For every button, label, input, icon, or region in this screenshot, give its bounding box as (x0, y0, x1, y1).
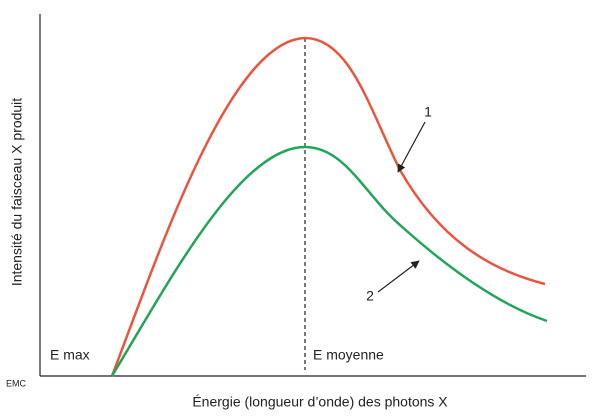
y-axis-label: Intensité du faisceau X produit (9, 98, 25, 286)
x-axis-label: Énergie (longueur d’onde) des photons X (192, 394, 448, 410)
curve-2 (110, 145, 548, 377)
e-moyenne-label: E moyenne (313, 347, 384, 363)
curve-2-label: 2 (366, 288, 374, 304)
curve-1 (110, 36, 546, 377)
curve-1-label: 1 (424, 104, 432, 120)
arrow-2 (377, 260, 420, 293)
e-max-label: E max (50, 347, 90, 363)
arrow-1 (397, 121, 426, 173)
logo: EMC (6, 378, 27, 388)
